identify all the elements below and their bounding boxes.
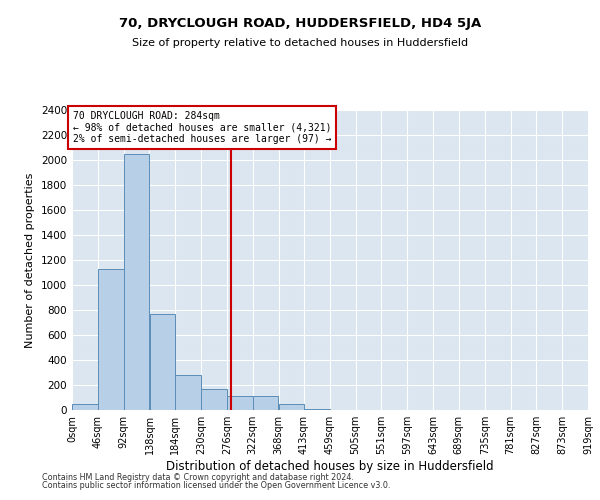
Bar: [201, 389, 227, 410]
Text: Contains HM Land Registry data © Crown copyright and database right 2024.: Contains HM Land Registry data © Crown c…: [42, 472, 354, 482]
Bar: [149, 314, 175, 410]
Text: Size of property relative to detached houses in Huddersfield: Size of property relative to detached ho…: [132, 38, 468, 48]
Bar: [98, 269, 124, 410]
Bar: [175, 375, 201, 410]
Y-axis label: Number of detached properties: Number of detached properties: [25, 172, 35, 348]
Bar: [304, 409, 329, 410]
Text: 70, DRYCLOUGH ROAD, HUDDERSFIELD, HD4 5JA: 70, DRYCLOUGH ROAD, HUDDERSFIELD, HD4 5J…: [119, 18, 481, 30]
X-axis label: Distribution of detached houses by size in Huddersfield: Distribution of detached houses by size …: [166, 460, 494, 473]
Bar: [124, 154, 149, 410]
Text: 70 DRYCLOUGH ROAD: 284sqm
← 98% of detached houses are smaller (4,321)
2% of sem: 70 DRYCLOUGH ROAD: 284sqm ← 98% of detac…: [73, 112, 332, 144]
Bar: [72, 404, 98, 410]
Bar: [253, 396, 278, 410]
Bar: [227, 396, 253, 410]
Text: Contains public sector information licensed under the Open Government Licence v3: Contains public sector information licen…: [42, 481, 391, 490]
Bar: [279, 404, 304, 410]
